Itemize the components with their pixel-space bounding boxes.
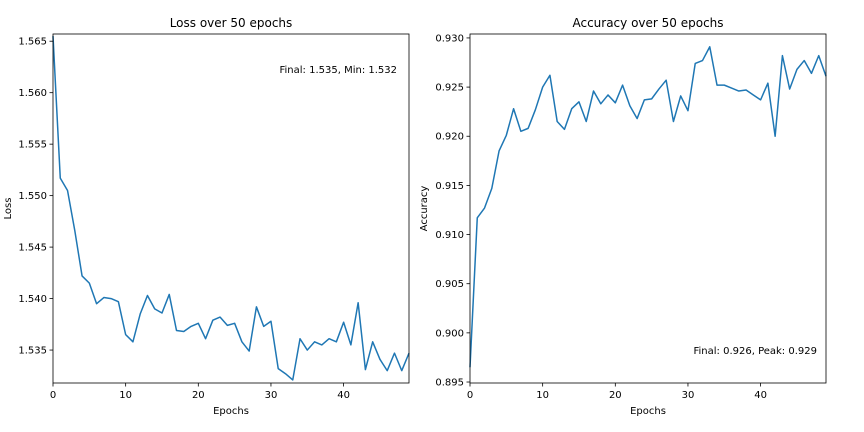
- loss-chart-title: Loss over 50 epochs: [170, 16, 293, 30]
- accuracy-x-tick-label: 30: [682, 390, 695, 401]
- loss-y-tick-label: 1.535: [18, 346, 47, 357]
- accuracy-x-tick-label: 40: [754, 390, 767, 401]
- loss-y-axis-label: Loss: [3, 198, 14, 220]
- accuracy-y-axis-label: Accuracy: [419, 186, 430, 232]
- accuracy-x-tick-label: 10: [536, 390, 549, 401]
- accuracy-annotation: Final: 0.926, Peak: 0.929: [693, 346, 817, 357]
- loss-y-tick-label: 1.540: [18, 294, 47, 305]
- loss-y-tick-label: 1.560: [18, 88, 47, 99]
- loss-annotation: Final: 1.535, Min: 1.532: [280, 65, 398, 76]
- accuracy-x-axis-label: Epochs: [630, 406, 666, 417]
- accuracy-y-tick-label: 0.905: [435, 279, 464, 290]
- accuracy-chart-title: Accuracy over 50 epochs: [572, 16, 723, 30]
- accuracy-y-tick-label: 0.900: [435, 328, 464, 339]
- accuracy-y-tick-label: 0.915: [435, 181, 464, 192]
- accuracy-y-tick-label: 0.895: [435, 378, 464, 389]
- loss-y-tick-label: 1.545: [18, 243, 47, 254]
- loss-y-tick-label: 1.565: [18, 37, 47, 48]
- accuracy-plot-frame: [469, 33, 827, 384]
- loss-x-tick-label: 10: [119, 390, 132, 401]
- accuracy-series-line: [469, 46, 827, 368]
- loss-x-tick-label: 20: [192, 390, 205, 401]
- accuracy-y-tick-label: 0.910: [435, 230, 464, 241]
- accuracy-y-tick-label: 0.925: [435, 83, 464, 94]
- loss-plot-frame: [52, 33, 410, 384]
- loss-chart: Loss over 50 epochs 0 10 20 30 40 1.535 1.540 1.…: [3, 16, 410, 417]
- loss-x-tick-label: 40: [337, 390, 350, 401]
- accuracy-chart: Accuracy over 50 epochs 0 10 20 30 40 0.895 0.9…: [419, 16, 827, 417]
- accuracy-x-tick-label: 0: [467, 390, 473, 401]
- accuracy-y-tick-label: 0.930: [435, 33, 464, 44]
- loss-x-axis-label: Epochs: [213, 406, 249, 417]
- loss-y-tick-label: 1.555: [18, 140, 47, 151]
- loss-y-tick-label: 1.550: [18, 191, 47, 202]
- loss-series-line: [52, 36, 410, 381]
- loss-x-tick-label: 30: [265, 390, 278, 401]
- loss-x-tick-label: 0: [50, 390, 56, 401]
- accuracy-y-tick-label: 0.920: [435, 132, 464, 143]
- accuracy-x-tick-label: 20: [609, 390, 622, 401]
